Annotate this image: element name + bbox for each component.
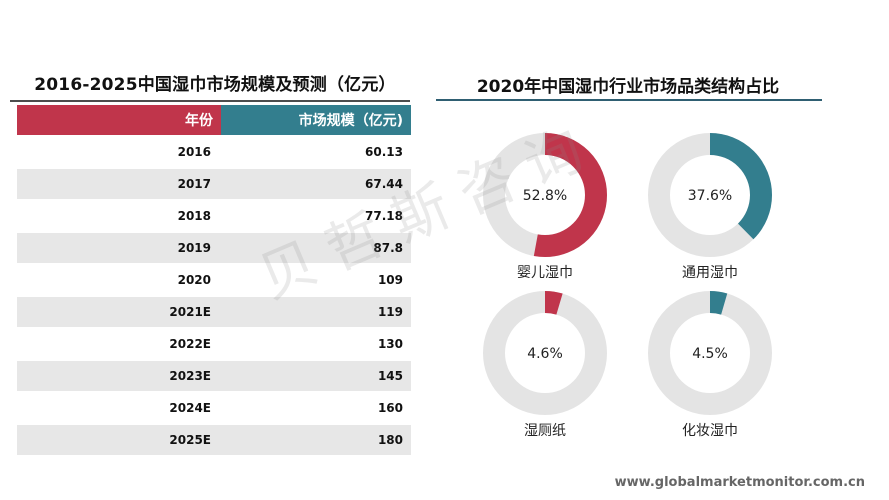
table-row: 2024E 160 [17, 393, 411, 423]
donut-category-label: 湿厕纸 [524, 423, 566, 439]
value-cell: 67.44 [221, 169, 411, 199]
donut-percent-label: 4.5% [692, 346, 728, 362]
donut-section-rule [436, 99, 822, 101]
donut-slice [483, 133, 607, 257]
year-cell: 2018 [17, 201, 221, 231]
table-row: 2025E 180 [17, 425, 411, 455]
value-cell: 145 [221, 361, 411, 391]
table-row: 2016 60.13 [17, 137, 411, 167]
market-size-table: 年份 市场规模（亿元) 2016 60.13 2017 67.44 2018 7… [17, 103, 411, 457]
donut-category-label: 化妆湿巾 [682, 423, 738, 439]
table-title-rule [10, 100, 410, 102]
donut-percent-label: 52.8% [523, 188, 567, 204]
donut-slice [483, 291, 607, 415]
donut-section-title: 2020年中国湿巾行业市场品类结构占比 [476, 77, 780, 97]
donut-3: 4.6% 湿厕纸 [483, 291, 607, 439]
donut-slice [648, 291, 772, 415]
year-cell: 2025E [17, 425, 221, 455]
table-row: 2019 87.8 [17, 233, 411, 263]
donut-4: 4.5% 化妆湿巾 [648, 291, 772, 439]
table-row: 2023E 145 [17, 361, 411, 391]
value-cell: 87.8 [221, 233, 411, 263]
value-cell: 60.13 [221, 137, 411, 167]
value-cell: 160 [221, 393, 411, 423]
value-cell: 119 [221, 297, 411, 327]
year-cell: 2017 [17, 169, 221, 199]
header-market-size: 市场规模（亿元) [221, 105, 411, 135]
year-cell: 2021E [17, 297, 221, 327]
table-row: 2022E 130 [17, 329, 411, 359]
year-cell: 2022E [17, 329, 221, 359]
value-cell: 77.18 [221, 201, 411, 231]
year-cell: 2016 [17, 137, 221, 167]
year-cell: 2020 [17, 265, 221, 295]
table-title: 2016-2025中国湿巾市场规模及预测（亿元） [34, 75, 396, 95]
donut-1: 52.8% 婴儿湿巾 [483, 133, 607, 281]
table-row: 2017 67.44 [17, 169, 411, 199]
year-cell: 2023E [17, 361, 221, 391]
value-cell: 130 [221, 329, 411, 359]
value-cell: 180 [221, 425, 411, 455]
table-row: 2020 109 [17, 265, 411, 295]
donut-slice [648, 133, 772, 257]
table-header-row: 年份 市场规模（亿元) [17, 105, 411, 135]
donut-percent-label: 4.6% [527, 346, 563, 362]
donut-category-label: 婴儿湿巾 [517, 265, 573, 281]
donut-category-label: 通用湿巾 [682, 265, 738, 281]
year-cell: 2024E [17, 393, 221, 423]
category-donut-charts: 52.8% 婴儿湿巾 37.6% 通用湿巾 4.6% 湿厕纸 4.5% 化妆湿巾 [483, 133, 772, 439]
year-cell: 2019 [17, 233, 221, 263]
header-year: 年份 [17, 105, 221, 135]
table-row: 2021E 119 [17, 297, 411, 327]
donut-2: 37.6% 通用湿巾 [648, 133, 772, 281]
donut-percent-label: 37.6% [688, 188, 732, 204]
footer-url: www.globalmarketmonitor.com.cn [614, 475, 865, 490]
table-row: 2018 77.18 [17, 201, 411, 231]
value-cell: 109 [221, 265, 411, 295]
